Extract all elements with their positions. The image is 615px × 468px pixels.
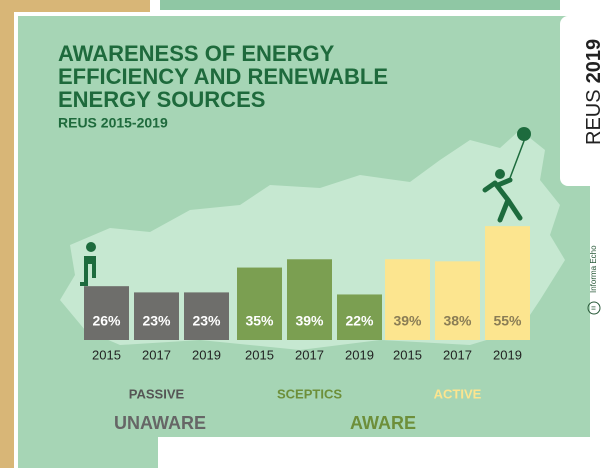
- bar: [184, 292, 229, 340]
- x-tick-label: 2019: [192, 347, 221, 362]
- panel: [18, 430, 158, 468]
- bar: [287, 259, 332, 340]
- chart-title: AWARENESS OF ENERGY: [58, 41, 335, 66]
- value-label: 23%: [192, 313, 221, 329]
- bar: [337, 294, 382, 340]
- value-label: 55%: [493, 313, 522, 329]
- bar: [237, 267, 282, 340]
- source-logo-ring: [587, 301, 601, 315]
- x-tick-label: 2015: [245, 347, 274, 362]
- x-tick-label: 2019: [493, 347, 522, 362]
- green-strip: [160, 0, 560, 10]
- x-tick-label: 2015: [92, 347, 121, 362]
- value-label: 26%: [92, 313, 121, 329]
- badge-year: 2019: [583, 39, 605, 84]
- value-label: 35%: [245, 313, 274, 329]
- group-label: ACTIVE: [434, 386, 482, 401]
- badge-text: REUS 2019: [583, 39, 605, 145]
- bar: [485, 226, 530, 340]
- tan-strip: [0, 0, 14, 468]
- group-label: SCEPTICS: [277, 386, 342, 401]
- figure-walking: [482, 127, 531, 223]
- source: Informa Echo: [589, 245, 598, 293]
- chart-title: ENERGY SOURCES: [58, 87, 265, 112]
- bar: [385, 259, 430, 340]
- value-label: 23%: [142, 313, 171, 329]
- supergroup-label: AWARE: [350, 413, 416, 433]
- bar: [134, 292, 179, 340]
- group-label: PASSIVE: [129, 386, 185, 401]
- value-label: 39%: [393, 313, 422, 329]
- figure-sitting: [80, 242, 96, 286]
- source-logo: iii: [592, 306, 598, 310]
- value-label: 38%: [443, 313, 472, 329]
- x-tick-label: 2017: [443, 347, 472, 362]
- tan-strip: [0, 0, 150, 12]
- value-label: 22%: [345, 313, 374, 329]
- x-tick-label: 2015: [393, 347, 422, 362]
- supergroup-label: UNAWARE: [114, 413, 206, 433]
- x-tick-label: 2017: [142, 347, 171, 362]
- x-tick-label: 2019: [345, 347, 374, 362]
- value-label: 39%: [295, 313, 324, 329]
- bar: [435, 261, 480, 340]
- badge-word: REUS: [583, 89, 605, 145]
- badge-box: [560, 16, 615, 186]
- chart-subtitle: REUS 2015-2019: [58, 115, 168, 131]
- bar: [84, 286, 129, 340]
- x-tick-label: 2017: [295, 347, 324, 362]
- chart-title: EFFICIENCY AND RENEWABLE: [58, 64, 388, 89]
